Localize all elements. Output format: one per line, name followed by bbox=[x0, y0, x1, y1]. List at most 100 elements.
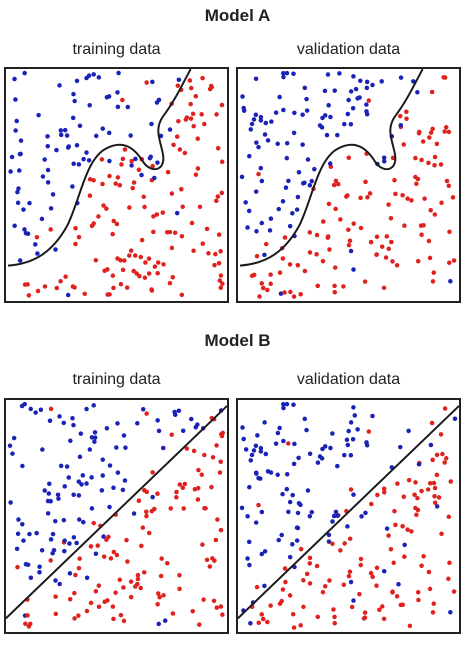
red-point bbox=[358, 562, 364, 568]
red-point bbox=[427, 586, 433, 592]
blue-point bbox=[251, 117, 257, 122]
red-point bbox=[416, 597, 421, 603]
blue-point bbox=[448, 609, 453, 615]
red-point bbox=[436, 495, 442, 500]
blue-point bbox=[402, 542, 407, 548]
blue-point bbox=[11, 435, 17, 441]
red-point bbox=[182, 481, 188, 487]
blue-point bbox=[263, 451, 269, 457]
red-point bbox=[348, 487, 354, 492]
blue-point bbox=[100, 473, 106, 478]
red-point bbox=[443, 456, 449, 461]
blue-point bbox=[364, 79, 370, 85]
red-point bbox=[146, 530, 152, 536]
red-point bbox=[381, 486, 387, 492]
red-point bbox=[91, 520, 96, 526]
blue-point bbox=[312, 166, 317, 172]
red-point bbox=[443, 125, 449, 130]
red-point bbox=[70, 284, 76, 289]
blue-point bbox=[71, 91, 76, 97]
red-point bbox=[133, 584, 138, 589]
red-point bbox=[110, 273, 116, 278]
blue-point bbox=[247, 562, 252, 568]
blue-point bbox=[91, 72, 96, 77]
red-point bbox=[301, 604, 306, 610]
blue-point bbox=[245, 225, 250, 230]
red-point bbox=[165, 561, 170, 566]
red-point bbox=[288, 289, 293, 295]
blue-point bbox=[115, 470, 121, 475]
red-point bbox=[101, 203, 106, 208]
red-point bbox=[209, 484, 214, 490]
red-point bbox=[218, 248, 223, 254]
blue-point bbox=[277, 94, 282, 100]
red-point bbox=[124, 537, 129, 543]
red-point bbox=[202, 452, 207, 458]
blue-point bbox=[92, 430, 98, 435]
red-point bbox=[283, 579, 288, 585]
red-point bbox=[298, 623, 303, 628]
red-point bbox=[430, 457, 435, 463]
red-point bbox=[265, 287, 270, 293]
red-point bbox=[177, 147, 183, 152]
red-point bbox=[377, 607, 382, 613]
blue-point bbox=[364, 111, 370, 117]
blue-point bbox=[243, 200, 248, 205]
blue-point bbox=[328, 445, 333, 451]
blue-point bbox=[149, 121, 154, 127]
red-point bbox=[416, 131, 422, 136]
red-point bbox=[415, 507, 421, 513]
blue-point bbox=[50, 192, 56, 197]
blue-point bbox=[295, 510, 301, 516]
red-point bbox=[212, 262, 217, 268]
blue-point bbox=[281, 70, 286, 76]
red-point bbox=[48, 406, 54, 412]
blue-point bbox=[20, 521, 25, 527]
red-point bbox=[187, 78, 193, 83]
blue-point bbox=[58, 132, 64, 138]
blue-point bbox=[302, 85, 308, 91]
blue-point bbox=[358, 78, 363, 84]
red-point bbox=[268, 603, 273, 608]
blue-point bbox=[129, 163, 134, 168]
decision-boundary bbox=[239, 69, 424, 267]
blue-point bbox=[326, 103, 331, 108]
blue-point bbox=[92, 435, 98, 440]
blue-point bbox=[281, 401, 286, 407]
blue-point bbox=[296, 455, 301, 461]
red-point bbox=[58, 278, 63, 284]
blue-point bbox=[135, 421, 140, 426]
red-point bbox=[365, 195, 370, 200]
blue-point bbox=[265, 469, 271, 474]
blue-point bbox=[291, 71, 296, 76]
red-point bbox=[325, 234, 331, 239]
model-a-training-plot bbox=[7, 69, 225, 298]
blue-point bbox=[384, 526, 390, 531]
blue-point bbox=[259, 220, 265, 226]
red-point bbox=[314, 252, 319, 257]
blue-point bbox=[148, 154, 154, 160]
red-point bbox=[122, 147, 128, 152]
red-point bbox=[330, 541, 335, 546]
blue-point bbox=[406, 428, 411, 434]
blue-point bbox=[62, 548, 67, 554]
blue-point bbox=[45, 180, 51, 185]
blue-point bbox=[106, 94, 112, 99]
red-point bbox=[181, 506, 186, 511]
red-point bbox=[188, 85, 194, 91]
blue-point bbox=[106, 130, 112, 136]
red-point bbox=[315, 283, 321, 289]
blue-point bbox=[416, 462, 422, 467]
red-point bbox=[207, 86, 213, 92]
red-point bbox=[146, 271, 152, 276]
blue-point bbox=[71, 422, 76, 428]
red-point bbox=[155, 260, 161, 265]
red-point bbox=[392, 177, 397, 183]
blue-point bbox=[27, 531, 32, 537]
red-point bbox=[379, 244, 385, 249]
blue-point bbox=[120, 487, 126, 493]
red-point bbox=[189, 220, 195, 226]
blue-point bbox=[91, 403, 96, 408]
blue-point bbox=[239, 174, 245, 180]
red-point bbox=[438, 432, 444, 437]
